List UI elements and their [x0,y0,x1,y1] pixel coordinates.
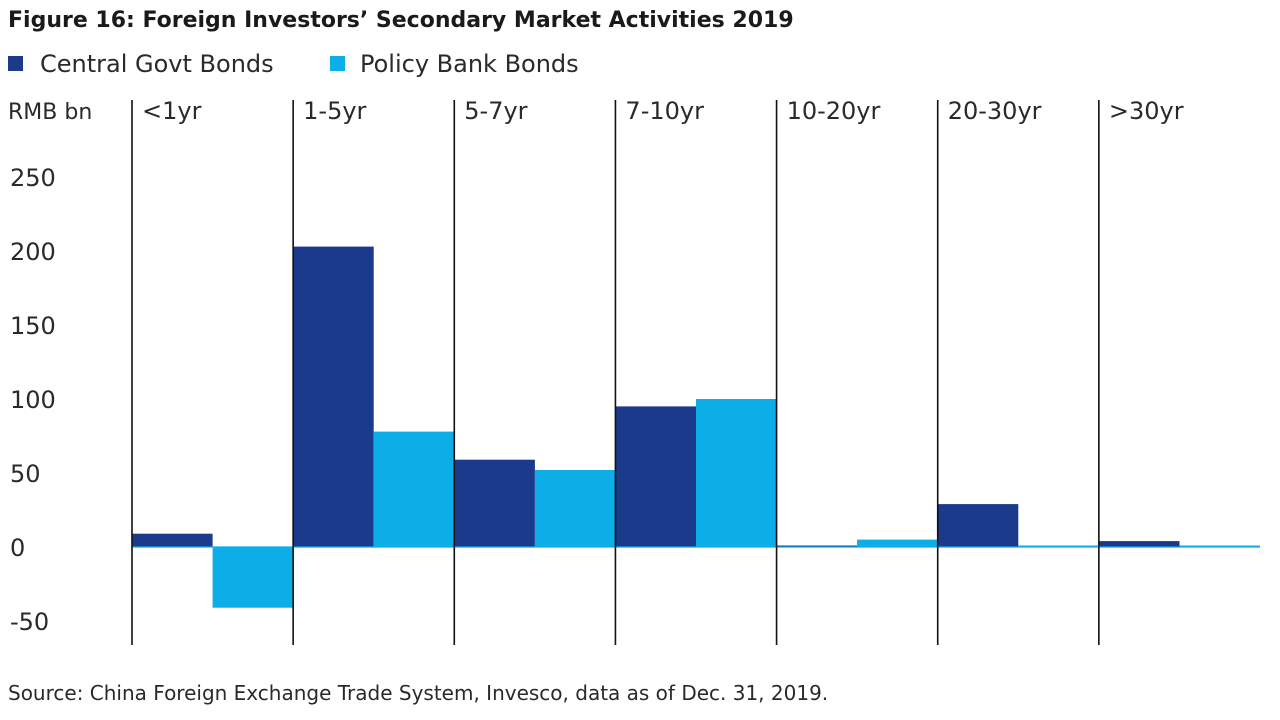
bar-policy-bank-bonds-1 [373,431,455,547]
bar-central-govt-bonds-1 [293,246,374,547]
bar-policy-bank-bonds-5 [1018,545,1099,547]
y-tick-label: 100 [10,386,56,414]
bar-central-govt-bonds-2 [454,459,535,547]
y-tick-label: -50 [10,608,49,636]
bar-policy-bank-bonds-4 [857,539,938,547]
bar-policy-bank-bonds-6 [1179,545,1260,547]
bar-policy-bank-bonds-3 [696,399,777,547]
category-label: 20-30yr [948,97,1042,125]
y-tick-label: 0 [10,534,25,562]
category-label: >30yr [1109,97,1184,125]
category-label: 1-5yr [303,97,366,125]
bar-central-govt-bonds-3 [615,406,696,547]
category-label: 10-20yr [787,97,881,125]
plot-area: 250 200 150 100 50 0 -50 <1yr 1-5yr 5-7yr 7-10yr 10… [10,97,1260,645]
legend: Central Govt Bonds Policy Bank Bonds [8,50,579,78]
source-note: Source: China Foreign Exchange Trade Sys… [8,681,828,705]
bar-central-govt-bonds-4 [776,545,858,547]
y-axis-label: RMB bn [8,100,92,125]
bar-central-govt-bonds-0 [132,533,213,547]
bar-policy-bank-bonds-0 [212,547,294,608]
bar-policy-bank-bonds-2 [534,470,616,547]
bar-central-govt-bonds-6 [1098,541,1180,547]
legend-swatch-central-govt-bonds [8,56,23,71]
category-label: 7-10yr [625,97,704,125]
category-label: 5-7yr [464,97,527,125]
y-tick-label: 50 [10,460,41,488]
y-tick-label: 200 [10,238,56,266]
bar-central-govt-bonds-5 [937,504,1019,547]
legend-swatch-policy-bank-bonds [330,56,345,71]
category-label: <1yr [142,97,202,125]
legend-label-policy-bank-bonds: Policy Bank Bonds [360,50,579,78]
chart-title: Figure 16: Foreign Investors’ Secondary … [8,8,794,33]
legend-label-central-govt-bonds: Central Govt Bonds [40,50,274,78]
y-tick-label: 250 [10,164,56,192]
y-tick-label: 150 [10,312,56,340]
